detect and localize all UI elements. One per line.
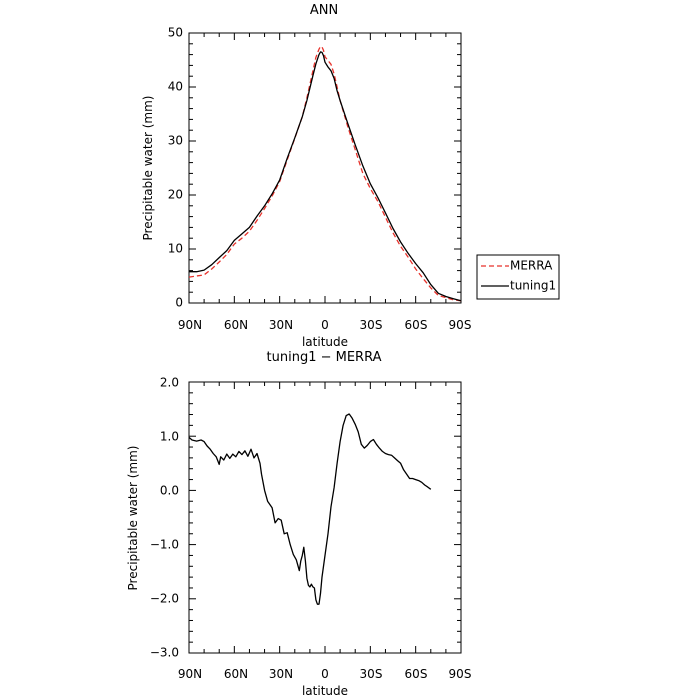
x-tick-label: 60S: [405, 667, 428, 681]
y-tick-label: 40: [168, 80, 183, 94]
y-tick-label: 10: [168, 242, 183, 256]
plot-frame: [188, 381, 462, 654]
plot-frame: [188, 32, 462, 304]
legend-label-tuning1: tuning1: [510, 279, 556, 293]
x-tick-label: 30N: [269, 318, 293, 332]
y-tick-label: −2.0: [150, 592, 179, 606]
x-tick-label: 30N: [269, 667, 293, 681]
series-layer: [188, 413, 432, 605]
chart-title: tuning1 − MERRA: [267, 350, 382, 365]
x-tick-label: 0: [321, 318, 329, 332]
y-tick-label: 20: [168, 188, 183, 202]
y-axis-label: Precipitable water (mm): [126, 446, 140, 591]
x-tick-label: 60N: [224, 318, 248, 332]
axis-ticks: [188, 32, 462, 304]
x-tick-label: 30S: [360, 318, 383, 332]
y-tick-label: −3.0: [150, 646, 179, 660]
legend-box: [476, 254, 560, 300]
panel-ann: ANN 0 10 20 30 40 50 90N 60N 30N 0 30S 6…: [141, 3, 560, 349]
panel-difference: tuning1 − MERRA −3.0 −2.0 −1.0 0.0 1.0 2…: [126, 350, 471, 698]
x-axis-label: latitude: [302, 335, 348, 349]
series-line-merra: [188, 45, 462, 302]
y-tick-label: 30: [168, 134, 183, 148]
y-tick-label: 0: [175, 296, 183, 310]
x-tick-label: 60N: [224, 667, 248, 681]
legend-label-merra: MERRA: [510, 259, 553, 273]
x-tick-label: 90S: [449, 318, 472, 332]
x-tick-label: 30S: [360, 667, 383, 681]
x-tick-label: 0: [321, 667, 329, 681]
axis-ticks: [188, 381, 462, 654]
legend: MERRA tuning1: [476, 254, 560, 300]
y-tick-label: 0.0: [160, 484, 179, 498]
y-tick-label: −1.0: [150, 538, 179, 552]
y-axis-label: Precipitable water (mm): [141, 96, 155, 241]
chart-title: ANN: [310, 3, 338, 18]
x-tick-label: 90S: [449, 667, 472, 681]
x-tick-label: 60S: [405, 318, 428, 332]
y-tick-label: 1.0: [160, 430, 179, 444]
x-tick-label: 90N: [178, 318, 202, 332]
y-tick-label: 50: [168, 26, 183, 40]
series-line-tuning1: [189, 51, 462, 302]
x-axis-label: latitude: [302, 684, 348, 698]
series-layer: [188, 45, 462, 302]
x-tick-label: 90N: [178, 667, 202, 681]
y-tick-label: 2.0: [160, 376, 179, 390]
series-line-difference: [188, 413, 432, 605]
